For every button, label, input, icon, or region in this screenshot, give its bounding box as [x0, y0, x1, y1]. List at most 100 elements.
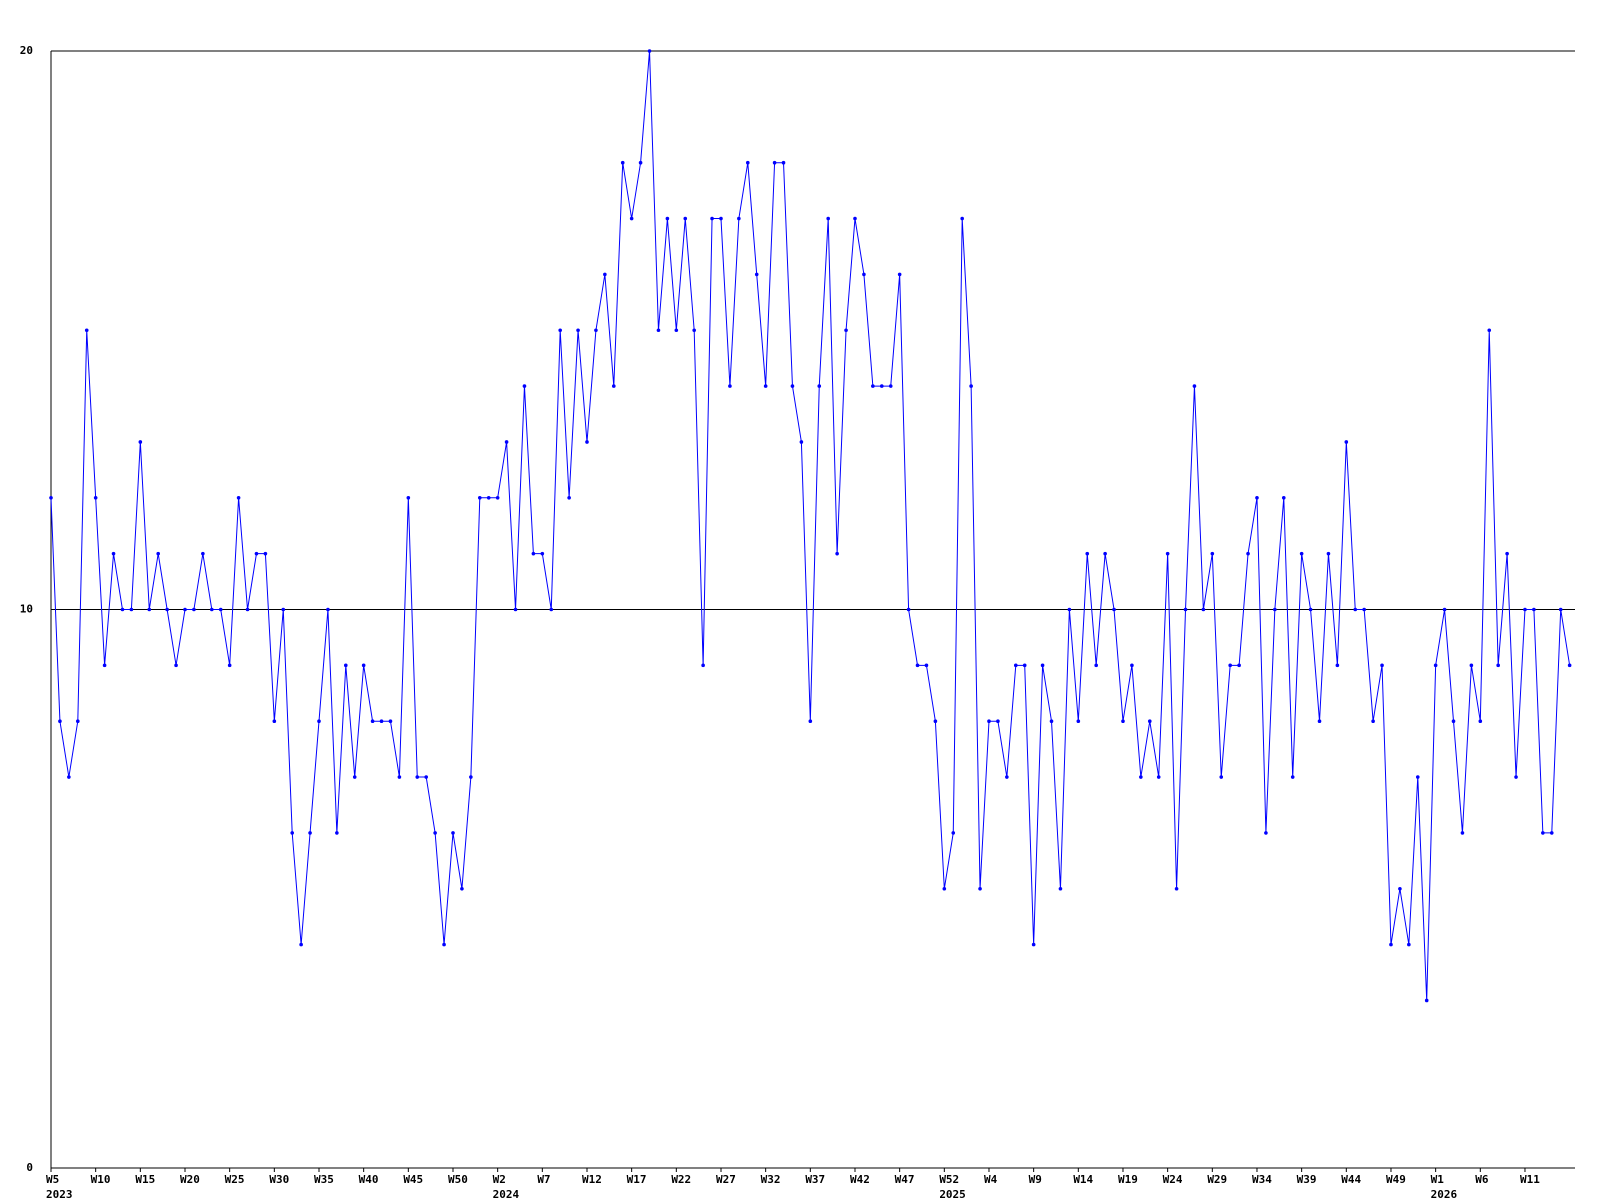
- point: [93, 496, 98, 500]
- point: [745, 160, 750, 165]
- point: [772, 160, 777, 165]
- point: [451, 831, 455, 835]
- point: [138, 440, 143, 444]
- x-tick-label: W6: [1475, 1173, 1489, 1186]
- point: [1371, 719, 1375, 723]
- point: [352, 775, 357, 779]
- point: [906, 607, 911, 612]
- point: [1389, 942, 1393, 947]
- x-tick-label: W15: [135, 1173, 155, 1186]
- point: [75, 719, 80, 723]
- point: [1237, 663, 1241, 668]
- point: [1496, 663, 1500, 668]
- year-label: 2023: [46, 1188, 73, 1200]
- point: [603, 272, 607, 277]
- point: [1398, 886, 1402, 891]
- point: [1174, 886, 1179, 891]
- point: [879, 384, 884, 388]
- point: [1139, 775, 1143, 779]
- point: [888, 384, 893, 388]
- point: [808, 719, 813, 723]
- point: [969, 384, 973, 388]
- point: [1433, 663, 1438, 668]
- x-tick-label: W44: [1341, 1173, 1361, 1186]
- point: [611, 384, 616, 388]
- point: [826, 216, 830, 221]
- point: [585, 440, 589, 444]
- point: [1549, 831, 1554, 835]
- point: [343, 663, 348, 668]
- x-tick-label: W27: [716, 1173, 736, 1186]
- point: [549, 607, 554, 612]
- x-tick-label: W35: [314, 1173, 334, 1186]
- point: [201, 551, 205, 556]
- x-tick-label: W5: [46, 1173, 59, 1186]
- y-tick-label: 20: [20, 44, 33, 57]
- point: [754, 272, 759, 277]
- point: [1344, 440, 1349, 444]
- x-tick-label: W49: [1386, 1173, 1406, 1186]
- x-tick-label: W52: [939, 1173, 959, 1186]
- point: [1460, 831, 1465, 835]
- point: [1273, 607, 1277, 612]
- x-tick-label: W20: [180, 1173, 200, 1186]
- point: [477, 496, 482, 500]
- point: [933, 719, 938, 723]
- x-tick-label: W9: [1029, 1173, 1042, 1186]
- point: [1523, 607, 1527, 612]
- point: [397, 775, 402, 779]
- y-tick-label: 10: [20, 603, 33, 616]
- point: [415, 775, 420, 779]
- point: [335, 831, 339, 835]
- point: [147, 607, 152, 612]
- point: [871, 384, 875, 388]
- point: [1121, 719, 1125, 723]
- point: [1228, 663, 1232, 668]
- point: [638, 160, 643, 165]
- point: [674, 328, 679, 333]
- point: [951, 831, 956, 835]
- point: [1558, 607, 1563, 612]
- point: [1049, 719, 1054, 723]
- point: [424, 775, 428, 779]
- x-tick-label: W32: [761, 1173, 781, 1186]
- point: [567, 496, 571, 500]
- point: [1514, 775, 1518, 779]
- point: [1335, 663, 1340, 668]
- x-tick-label: W24: [1163, 1173, 1183, 1186]
- point: [460, 886, 464, 891]
- x-tick-label: W39: [1297, 1173, 1317, 1186]
- point: [1040, 663, 1045, 668]
- point: [281, 607, 286, 612]
- point: [245, 607, 250, 612]
- point: [835, 551, 839, 556]
- x-tick-label: W10: [91, 1173, 111, 1186]
- x-tick-label: W47: [895, 1173, 915, 1186]
- point: [558, 328, 562, 333]
- point: [1567, 663, 1572, 668]
- point: [504, 440, 509, 444]
- point: [817, 384, 822, 388]
- point: [960, 216, 964, 221]
- x-tick-label: W40: [359, 1173, 379, 1186]
- point: [1317, 719, 1322, 723]
- point: [862, 272, 866, 277]
- x-tick-label: W45: [403, 1173, 423, 1186]
- point: [156, 551, 160, 556]
- point: [442, 942, 446, 947]
- point: [227, 663, 232, 668]
- point: [540, 551, 545, 556]
- point: [629, 216, 634, 221]
- x-tick-label: W42: [850, 1173, 870, 1186]
- x-tick-label: W34: [1252, 1173, 1272, 1186]
- point: [531, 551, 536, 556]
- point: [1415, 775, 1420, 779]
- point: [924, 663, 929, 668]
- point: [370, 719, 375, 723]
- point: [942, 886, 947, 891]
- x-tick-label: W2: [493, 1173, 506, 1186]
- point: [1067, 607, 1072, 612]
- point: [647, 49, 652, 53]
- point: [1031, 942, 1036, 947]
